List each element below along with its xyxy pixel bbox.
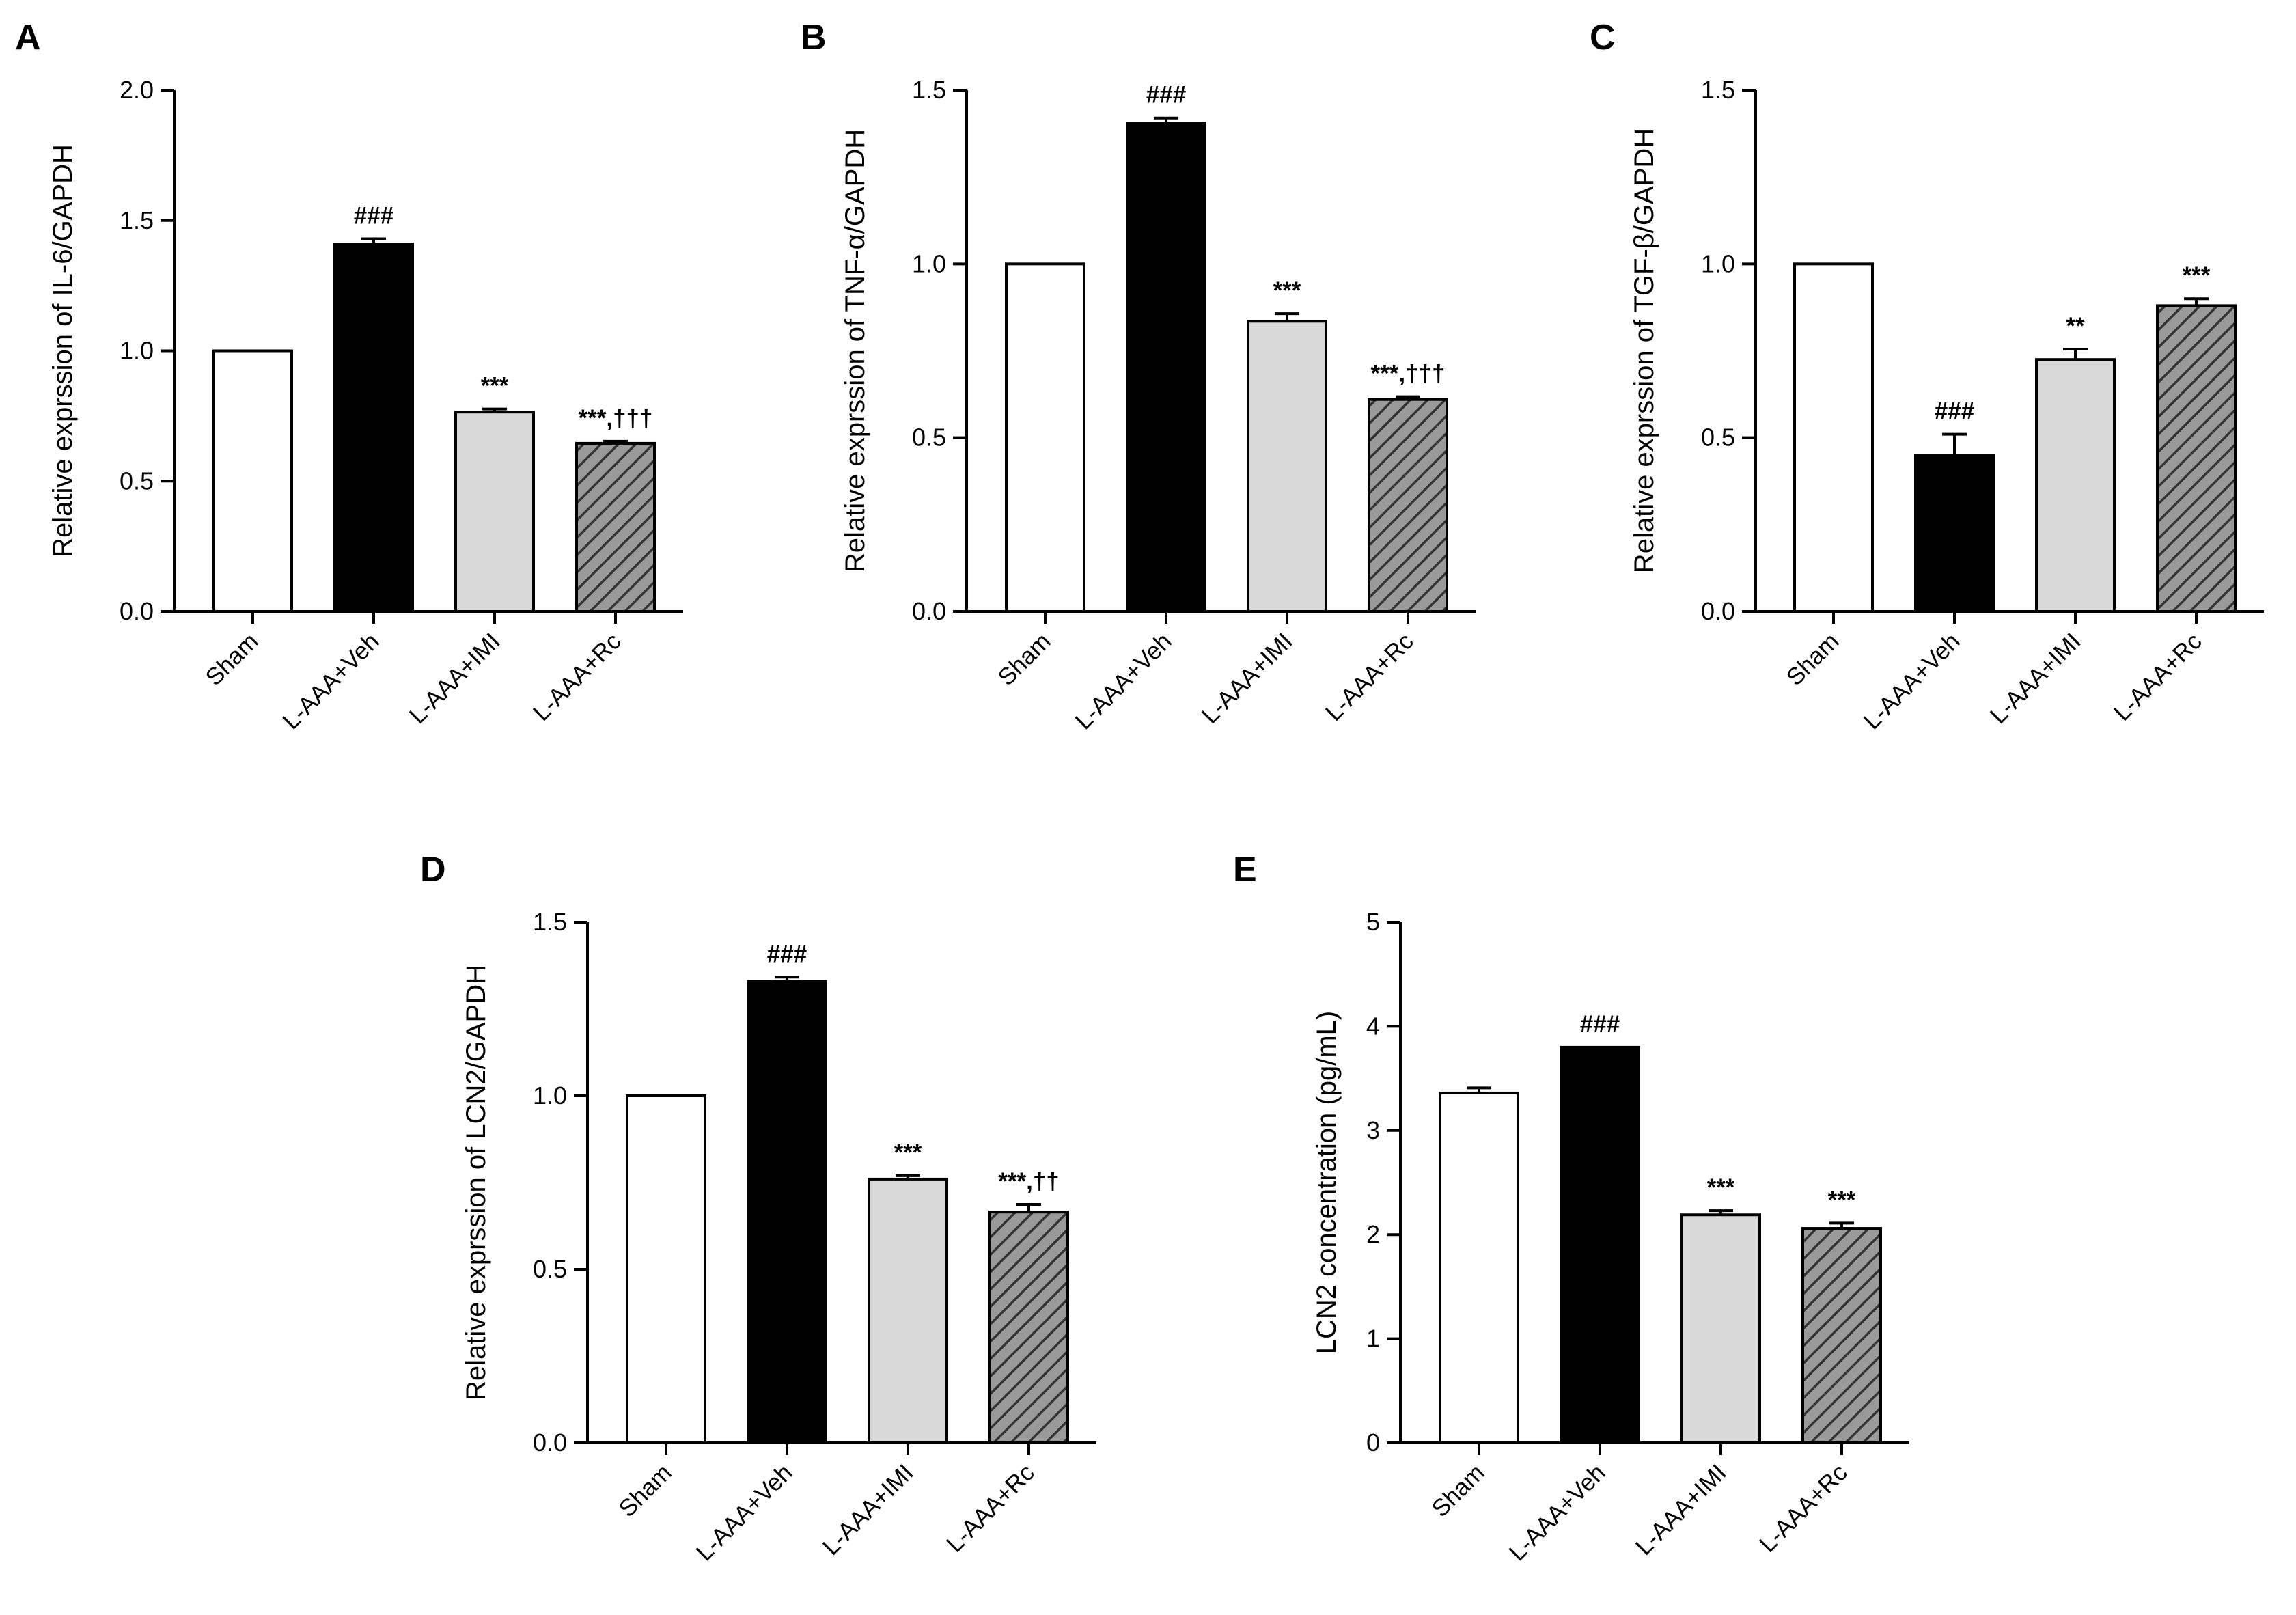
y-tick-label: 0.5 [1701,424,1735,452]
x-tick-label: L-AAA+Veh [691,1459,797,1566]
significance-label: ** [2066,313,2085,340]
y-tick-label: 1.0 [120,337,154,365]
y-tick-label: 1.0 [1701,249,1735,277]
significance-label: *** [481,373,509,400]
y-tick-label: 5 [1366,908,1380,936]
y-tick-label: 0.0 [912,597,946,625]
panel-a: A Relative exprssion of IL-6/GAPDH Sham ###… [15,18,683,734]
y-tick-label: 0.0 [533,1428,567,1457]
y-tick-label: 0.5 [120,467,154,495]
y-axis-label: Relative exprssion of IL-6/GAPDH [48,144,78,557]
significance-label: ### [1146,82,1186,109]
y-axis-label: Relative exprssion of LCN2/GAPDH [461,965,491,1400]
panel-d: D Relative exprssion of LCN2/GAPDH Sham ###… [420,850,1096,1566]
y-tick-label: 2 [1366,1220,1380,1248]
bar-l-aaa-veh [747,980,827,1444]
panel-letter: C [1590,18,1616,57]
significance-label: ***,††† [579,405,653,432]
panel-letter: B [801,18,827,57]
y-tick-label: 1.5 [1701,76,1735,104]
y-axis-label: LCN2 concentration (pg/mL) [1312,1011,1342,1354]
bar-l-aaa-rc [575,441,656,613]
significance-label: ### [1935,398,1974,425]
y-tick-label: 1.5 [912,76,946,104]
panel-letter: D [420,850,446,889]
bar-l-aaa-rc [988,1211,1069,1445]
panel-letter: A [15,18,41,57]
x-tick-label: Sham [1426,1459,1489,1522]
panel-e: E LCN2 concentration (pg/mL) Sham ### L-AAA+… [1233,850,1909,1566]
y-tick-label: 1.5 [120,206,154,234]
bar-l-aaa-veh [1914,454,1995,613]
bar-sham [1439,1091,1519,1445]
y-tick-label: 0.0 [1701,597,1735,625]
x-tick-label: L-AAA+Rc [2109,628,2207,726]
x-tick-label: L-AAA+Rc [528,628,626,726]
panel-b: B Relative exprssion of TNF-α/GAPDH Sham ##… [801,18,1476,734]
x-tick-label: L-AAA+IMI [1985,628,2086,729]
y-tick-label: 1 [1366,1325,1380,1353]
significance-label: *** [1828,1187,1856,1213]
x-tick-label: Sham [200,628,263,691]
bar-l-aaa-rc [1801,1227,1882,1445]
bar-sham [1793,262,1874,613]
x-tick-label: Sham [613,1459,676,1522]
y-tick-label: 1.0 [533,1081,567,1109]
y-tick-label: 0.0 [120,597,154,625]
bar-sham [626,1094,706,1444]
bar-l-aaa-veh [1126,122,1206,613]
x-tick-label: L-AAA+Veh [1070,628,1176,734]
significance-label: ### [767,941,807,967]
x-tick-label: L-AAA+IMI [818,1459,919,1560]
panel-letter: E [1233,850,1257,889]
bar-l-aaa-imi [1247,320,1327,613]
bar-l-aaa-imi [868,1177,948,1445]
x-tick-label: L-AAA+IMI [404,628,506,729]
bar-l-aaa-imi [454,411,535,613]
x-tick-label: L-AAA+Veh [277,628,384,734]
significance-label: *** [1707,1174,1735,1201]
bar-l-aaa-imi [1680,1213,1761,1445]
bar-l-aaa-veh [1560,1045,1640,1444]
x-tick-label: L-AAA+IMI [1197,628,1298,729]
x-tick-label: L-AAA+IMI [1631,1459,1732,1560]
significance-label: ### [1580,1011,1620,1038]
y-tick-label: 0.5 [533,1255,567,1283]
y-tick-label: 1.5 [533,908,567,936]
bar-l-aaa-veh [333,243,414,613]
y-tick-label: 3 [1366,1116,1380,1144]
x-tick-label: L-AAA+Rc [941,1459,1040,1558]
significance-label: *** [1273,277,1301,304]
significance-label: ### [354,202,393,229]
bar-sham [1005,262,1085,613]
x-tick-label: L-AAA+Veh [1504,1459,1610,1566]
y-tick-label: 4 [1366,1012,1380,1040]
x-tick-label: Sham [1781,628,1844,691]
bar-l-aaa-imi [2035,358,2116,613]
bar-l-aaa-rc [2156,304,2237,613]
y-tick-label: 1.0 [912,249,946,277]
significance-label: ***,†† [998,1168,1060,1195]
x-tick-label: Sham [993,628,1055,691]
y-tick-label: 0 [1366,1428,1380,1457]
panel-c: C Relative exprssion of TGF-β/GAPDH Sham ##… [1590,18,2264,734]
significance-label: *** [894,1140,922,1166]
bar-sham [212,349,293,613]
y-axis-label: Relative exprssion of TGF-β/GAPDH [1629,128,1659,573]
x-tick-label: L-AAA+Rc [1754,1459,1853,1558]
significance-label: ***,††† [1371,361,1446,387]
y-axis-label: Relative exprssion of TNF-α/GAPDH [840,129,870,572]
y-tick-label: 0.5 [912,424,946,452]
bar-l-aaa-rc [1368,398,1448,613]
y-tick-label: 2.0 [120,76,154,104]
x-tick-label: L-AAA+Rc [1320,628,1419,726]
x-tick-label: L-AAA+Veh [1858,628,1965,734]
significance-label: *** [2183,262,2211,289]
